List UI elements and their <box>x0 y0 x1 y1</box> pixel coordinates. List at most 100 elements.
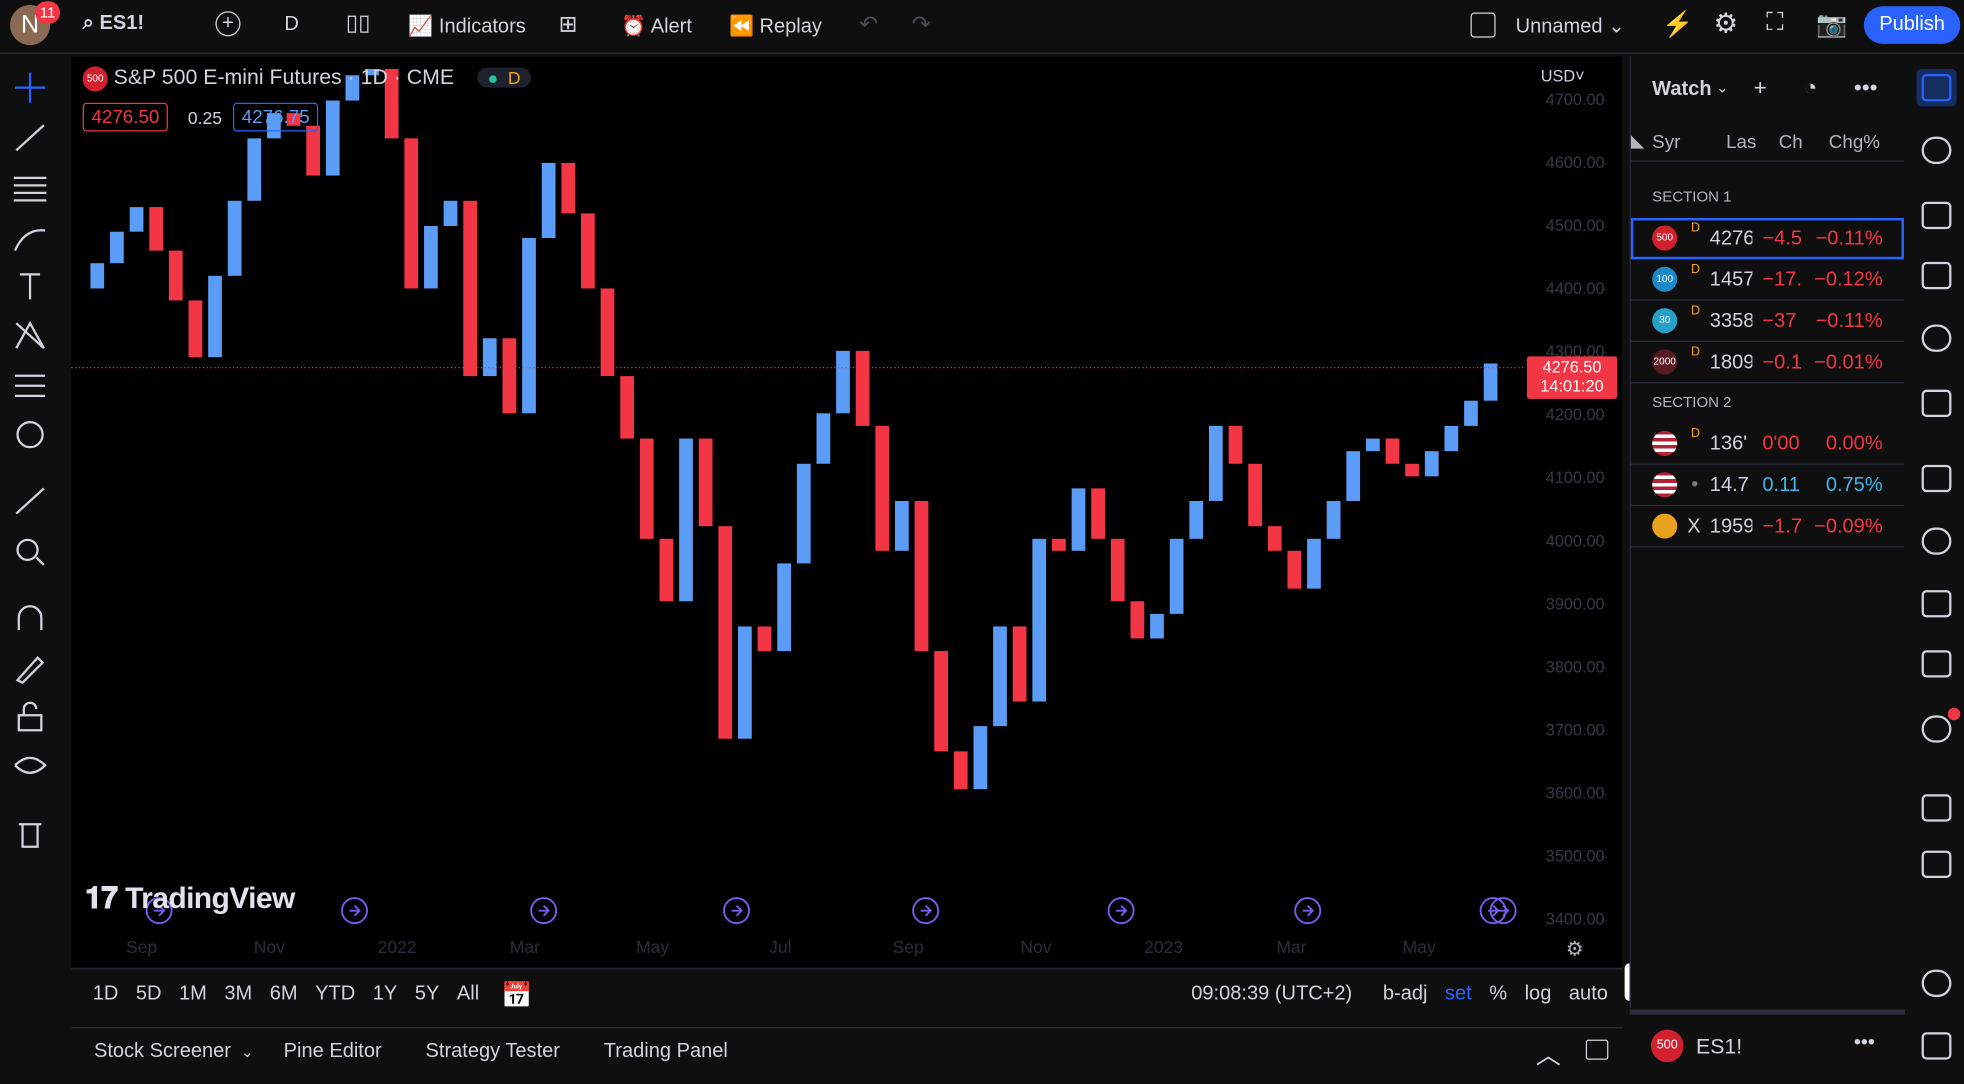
tool-icon[interactable] <box>17 605 43 631</box>
side-icon[interactable] <box>1921 794 1952 822</box>
tool-icon[interactable] <box>20 273 41 300</box>
tool-icon[interactable] <box>15 374 46 397</box>
publish-button[interactable]: Publish <box>1863 6 1961 44</box>
sell-button[interactable]: 4276.50 <box>82 102 169 132</box>
indicators-button[interactable]: 📈 Indicators <box>408 14 525 39</box>
tool-icon[interactable] <box>14 756 47 774</box>
side-icon[interactable] <box>1921 136 1952 164</box>
range-button[interactable]: YTD <box>315 983 356 1005</box>
buy-button[interactable]: 4276.75 <box>232 102 319 132</box>
replay-button[interactable]: ⏪ Replay <box>729 14 822 39</box>
side-icon[interactable] <box>1921 527 1952 555</box>
scale-option[interactable]: set <box>1444 983 1472 1005</box>
footer-symbol[interactable]: ES1! <box>1696 1034 1743 1059</box>
screenshot-button[interactable]: 📷 <box>1816 11 1848 39</box>
watch-row[interactable]: 100 D 1457 −17. −0.12% <box>1630 259 1904 301</box>
section-title[interactable]: SECTION 2 <box>1652 393 1732 411</box>
range-button[interactable]: 1Y <box>372 983 398 1005</box>
watchlist-caret[interactable]: ⌄ <box>1716 78 1729 97</box>
tool-icon[interactable] <box>13 176 47 202</box>
tool-icon[interactable] <box>17 701 43 732</box>
layout-name[interactable]: Unnamed ⌄ <box>1516 14 1625 39</box>
event-marker[interactable] <box>1489 897 1517 925</box>
side-icon[interactable] <box>1921 707 1961 743</box>
tool-icon[interactable] <box>14 229 46 251</box>
symbol-search[interactable]: ⌕ ES1! <box>83 13 144 36</box>
tool-icon[interactable] <box>15 487 45 515</box>
fullscreen-button[interactable]: ⛶ <box>1766 8 1784 37</box>
watch-more[interactable]: ••• <box>1853 75 1878 101</box>
watchlist-title[interactable]: Watch <box>1652 78 1712 101</box>
compare-button[interactable]: + <box>215 11 241 37</box>
column-header[interactable]: Ch <box>1778 131 1803 153</box>
watch-row[interactable]: 2000 D 1809 −0.1 −0.01% <box>1630 342 1904 384</box>
alert-button[interactable]: ⏰ Alert <box>621 14 692 39</box>
clock[interactable]: 09:08:39 (UTC+2) <box>1191 983 1353 1005</box>
column-header[interactable]: Chg% <box>1828 131 1880 153</box>
side-icon[interactable] <box>1921 324 1952 352</box>
watch-row[interactable]: 30 D 3358 −37 −0.11% <box>1630 301 1904 342</box>
chart-type-button[interactable]: ▯▯ <box>345 10 371 36</box>
axis-settings[interactable]: ⚙ <box>1565 939 1584 961</box>
side-icon[interactable] <box>1921 650 1952 678</box>
section-title[interactable]: SECTION 1 <box>1652 187 1732 206</box>
side-icon[interactable] <box>1916 68 1957 107</box>
range-button[interactable]: 6M <box>269 983 298 1005</box>
range-button[interactable]: 1D <box>92 983 119 1005</box>
side-icon[interactable] <box>1921 261 1952 290</box>
panel-tab[interactable]: Trading Panel <box>603 1040 728 1063</box>
side-icon[interactable] <box>1921 969 1952 997</box>
footer-more[interactable]: ••• <box>1853 1032 1875 1054</box>
event-marker[interactable] <box>1107 897 1135 925</box>
panel-tab[interactable]: Strategy Tester <box>425 1040 560 1063</box>
panel-tab[interactable]: Pine Editor <box>283 1040 382 1063</box>
undo-button[interactable]: ↶ <box>859 11 879 37</box>
column-header[interactable]: Syr <box>1652 131 1681 153</box>
layout-checkbox[interactable] <box>1470 12 1496 38</box>
templates-button[interactable]: ⊞ <box>558 11 578 37</box>
range-button[interactable]: 5D <box>135 983 162 1005</box>
currency-button[interactable]: USD˅ <box>1541 66 1585 85</box>
watch-row[interactable]: 500 D 4276 −4.5 −0.11% <box>1630 217 1904 260</box>
watch-row[interactable]: X 1959 −1.7 −0.09% <box>1630 506 1904 548</box>
range-button[interactable]: 5Y <box>414 983 440 1005</box>
maximize-panel-button[interactable] <box>1585 1039 1609 1060</box>
side-icon[interactable] <box>1921 850 1952 878</box>
tool-icon[interactable] <box>16 421 44 449</box>
event-marker[interactable] <box>1294 897 1322 925</box>
tool-icon[interactable] <box>15 320 45 350</box>
scale-option[interactable]: log <box>1524 983 1552 1005</box>
tool-icon[interactable] <box>15 655 45 685</box>
scale-option[interactable]: % <box>1489 983 1508 1005</box>
tab-caret[interactable]: ⌄ <box>240 1043 254 1061</box>
redo-button[interactable]: ↷ <box>911 11 931 37</box>
column-header[interactable]: Las <box>1726 131 1757 153</box>
settings-button[interactable]: ⚙ <box>1713 7 1739 39</box>
range-button[interactable]: All <box>456 983 480 1005</box>
event-marker[interactable] <box>341 897 368 925</box>
event-marker[interactable] <box>145 897 173 925</box>
goto-date-button[interactable]: 📅 <box>501 982 533 1010</box>
side-icon[interactable] <box>1921 1032 1952 1060</box>
tool-icon[interactable] <box>15 72 46 103</box>
interval-button[interactable]: D <box>284 13 299 36</box>
scale-option[interactable]: auto <box>1568 983 1608 1005</box>
side-icon[interactable] <box>1921 464 1952 493</box>
expand-panel-button[interactable]: ︿ <box>1535 1042 1561 1070</box>
range-button[interactable]: 1M <box>179 983 207 1005</box>
side-icon[interactable] <box>1921 389 1952 417</box>
event-marker[interactable] <box>912 897 940 925</box>
add-symbol[interactable]: + <box>1753 75 1767 101</box>
range-button[interactable]: 3M <box>224 983 253 1005</box>
watch-chart[interactable]: ◔ <box>1803 75 1818 101</box>
tool-icon[interactable] <box>15 124 45 152</box>
event-marker[interactable] <box>723 897 750 925</box>
watch-row[interactable]: ● 14.7 0.11 0.75% <box>1630 465 1904 507</box>
tool-icon[interactable] <box>18 823 42 848</box>
watch-row[interactable]: D 136' 0'00 0.00% <box>1630 423 1904 465</box>
side-icon[interactable] <box>1921 201 1952 230</box>
side-icon[interactable] <box>1921 590 1952 618</box>
event-marker[interactable] <box>530 897 558 925</box>
panel-tab[interactable]: Stock Screener <box>93 1040 231 1063</box>
scale-option[interactable]: b-adj <box>1382 983 1428 1005</box>
